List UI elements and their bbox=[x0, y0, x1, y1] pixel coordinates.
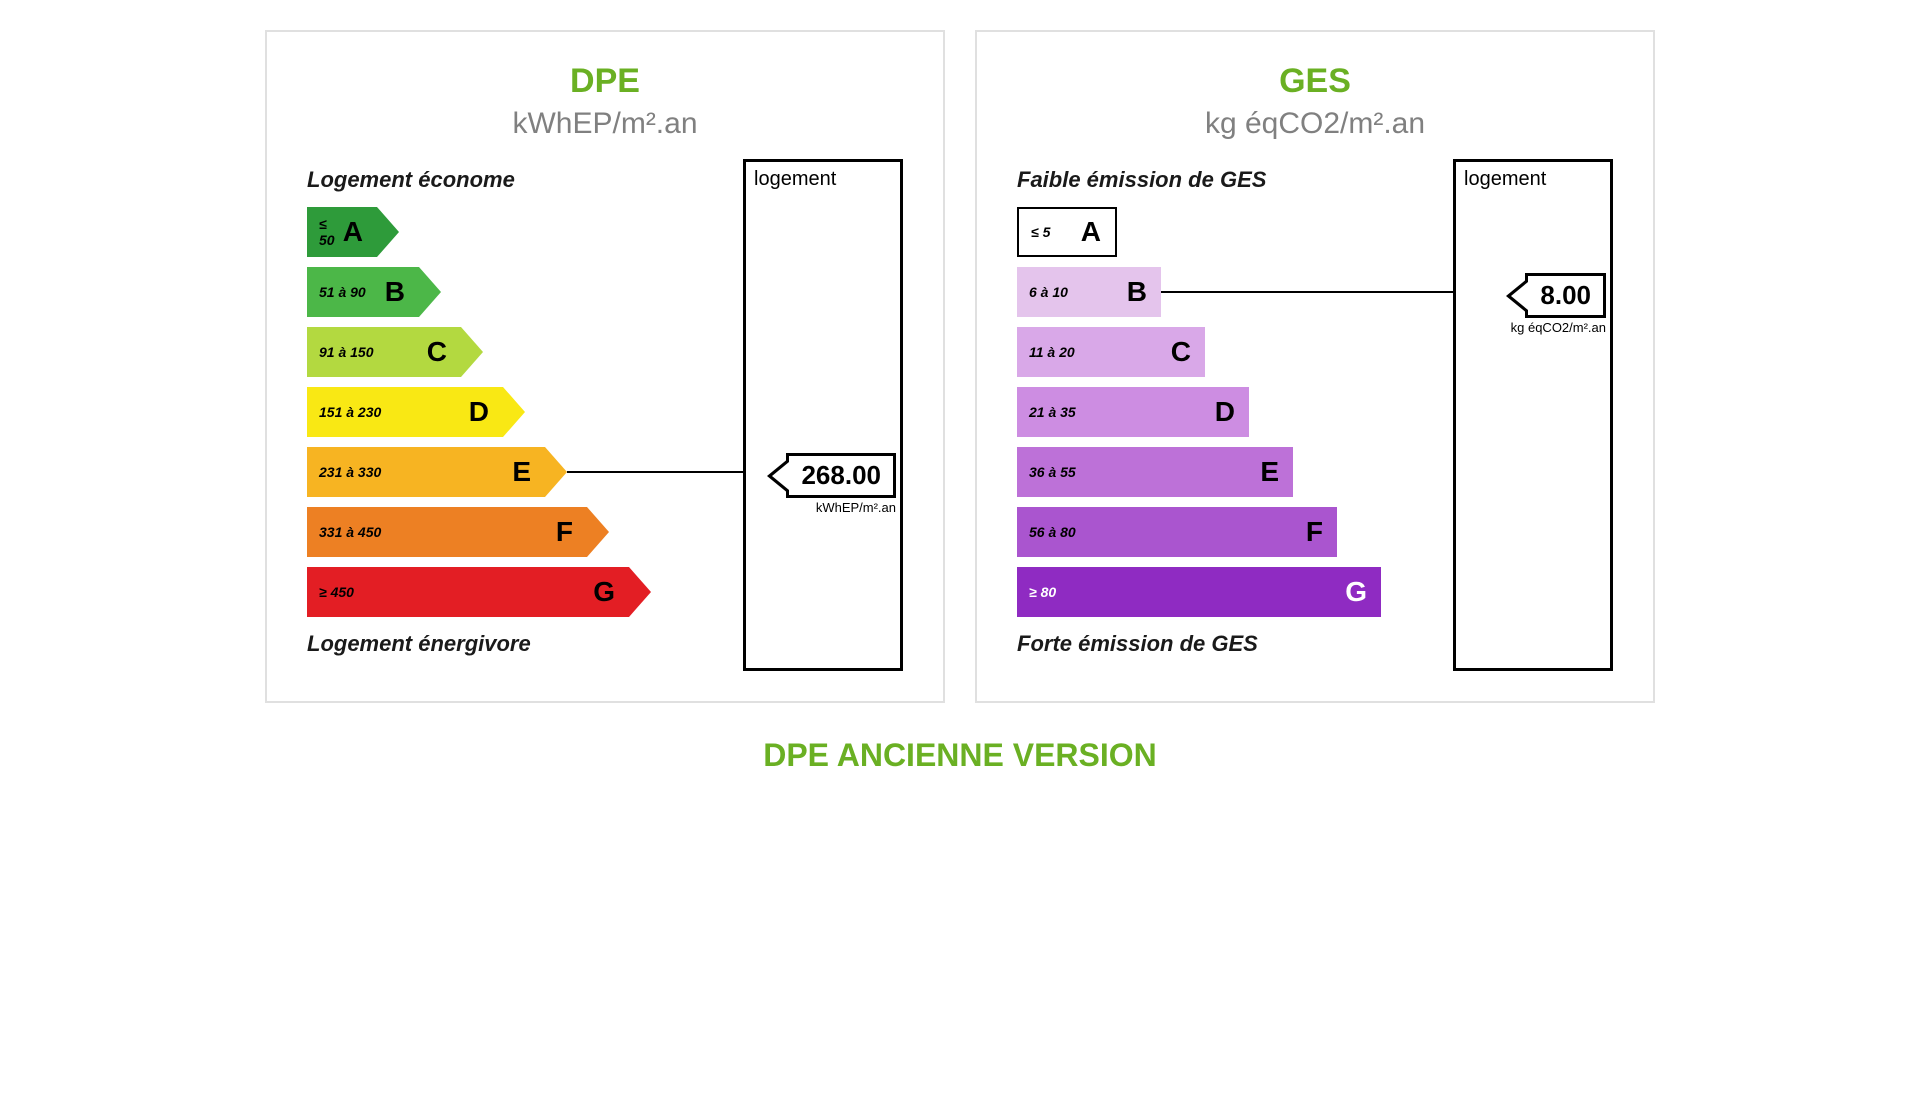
bar-letter: D bbox=[1215, 396, 1249, 428]
bar-letter: A bbox=[343, 216, 377, 248]
energy-bar-G: ≥ 80 G bbox=[1017, 567, 1381, 617]
ges-connector-line bbox=[1161, 291, 1453, 293]
bar-range: 56 à 80 bbox=[1029, 524, 1076, 540]
bar-letter: C bbox=[427, 336, 461, 368]
dpe-value: 268.00 bbox=[786, 453, 896, 498]
ges-left-col: Faible émission de GES ≤ 5 A 6 à 10 B 11 à 2… bbox=[1017, 159, 1439, 671]
energy-bar-row: 331 à 450 F bbox=[307, 507, 729, 557]
bar-range: 36 à 55 bbox=[1029, 464, 1076, 480]
energy-bar-D: 151 à 230 D bbox=[307, 387, 503, 437]
dpe-top-caption: Logement économe bbox=[307, 167, 729, 193]
energy-bar-row: 151 à 230 D bbox=[307, 387, 729, 437]
dpe-bottom-caption: Logement énergivore bbox=[307, 631, 729, 657]
ges-title: GES bbox=[1017, 62, 1613, 101]
energy-bar-F: 331 à 450 F bbox=[307, 507, 587, 557]
bar-range: 331 à 450 bbox=[319, 524, 381, 540]
energy-bar-B: 6 à 10 B bbox=[1017, 267, 1161, 317]
bar-range: 51 à 90 bbox=[319, 284, 366, 300]
panels-container: DPE kWhEP/m².an Logement économe ≤ 50A51… bbox=[30, 30, 1890, 703]
energy-bar-row: 56 à 80 F bbox=[1017, 507, 1439, 557]
energy-bar-C: 91 à 150 C bbox=[307, 327, 461, 377]
bar-range: ≤ 5 bbox=[1031, 224, 1050, 240]
ges-bottom-caption: Forte émission de GES bbox=[1017, 631, 1439, 657]
energy-bar-F: 56 à 80 F bbox=[1017, 507, 1337, 557]
dpe-connector-line bbox=[567, 471, 743, 473]
ges-value-unit: kg éqCO2/m².an bbox=[1511, 320, 1606, 335]
ges-value: 8.00 bbox=[1525, 273, 1606, 318]
energy-bar-row: ≤ 5 A bbox=[1017, 207, 1439, 257]
bar-letter: B bbox=[1127, 276, 1161, 308]
bar-range: 21 à 35 bbox=[1029, 404, 1076, 420]
dpe-bars: ≤ 50A 51 à 90 B 91 à 150 C 151 à 230 D 231 à 33… bbox=[307, 207, 729, 617]
bar-letter: F bbox=[556, 516, 587, 548]
energy-bar-E: 231 à 330 E bbox=[307, 447, 545, 497]
bar-range: 6 à 10 bbox=[1029, 284, 1068, 300]
bar-letter: G bbox=[1345, 576, 1381, 608]
energy-bar-row: 36 à 55 E bbox=[1017, 447, 1439, 497]
footer-text: DPE ANCIENNE VERSION bbox=[30, 737, 1890, 774]
bar-range: ≥ 80 bbox=[1029, 584, 1056, 600]
ges-panel: GES kg éqCO2/m².an Faible émission de GE… bbox=[975, 30, 1655, 703]
bar-range: 91 à 150 bbox=[319, 344, 374, 360]
energy-bar-D: 21 à 35 D bbox=[1017, 387, 1249, 437]
bar-letter: F bbox=[1306, 516, 1337, 548]
bar-letter: E bbox=[1260, 456, 1293, 488]
energy-bar-row: 91 à 150 C bbox=[307, 327, 729, 377]
ges-logement-box: logement 8.00 kg éqCO2/m².an bbox=[1453, 159, 1613, 671]
energy-bar-row: ≤ 50A bbox=[307, 207, 729, 257]
dpe-left-col: Logement économe ≤ 50A 51 à 90 B 91 à 150 C 1… bbox=[307, 159, 729, 671]
bar-range: 231 à 330 bbox=[319, 464, 381, 480]
bar-letter: G bbox=[593, 576, 629, 608]
energy-bar-A: ≤ 50A bbox=[307, 207, 377, 257]
dpe-value-unit: kWhEP/m².an bbox=[816, 500, 896, 515]
ges-subtitle: kg éqCO2/m².an bbox=[1017, 107, 1613, 141]
ges-top-caption: Faible émission de GES bbox=[1017, 167, 1439, 193]
energy-bar-E: 36 à 55 E bbox=[1017, 447, 1293, 497]
ges-logement-title: logement bbox=[1456, 162, 1610, 197]
bar-letter: B bbox=[385, 276, 419, 308]
dpe-indicator: 268.00 kWhEP/m².an bbox=[786, 453, 896, 515]
energy-bar-row: 11 à 20 C bbox=[1017, 327, 1439, 377]
bar-range: 151 à 230 bbox=[319, 404, 381, 420]
energy-bar-row: 21 à 35 D bbox=[1017, 387, 1439, 437]
energy-bar-C: 11 à 20 C bbox=[1017, 327, 1205, 377]
ges-bars: ≤ 5 A 6 à 10 B 11 à 20 C 21 à 35 D 36 à 55 E 56 à … bbox=[1017, 207, 1439, 617]
dpe-title: DPE bbox=[307, 62, 903, 101]
energy-bar-B: 51 à 90 B bbox=[307, 267, 419, 317]
bar-letter: E bbox=[512, 456, 545, 488]
bar-letter: D bbox=[469, 396, 503, 428]
dpe-logement-box: logement 268.00 kWhEP/m².an bbox=[743, 159, 903, 671]
dpe-panel: DPE kWhEP/m².an Logement économe ≤ 50A 51… bbox=[265, 30, 945, 703]
ges-indicator: 8.00 kg éqCO2/m².an bbox=[1511, 273, 1606, 335]
bar-letter: A bbox=[1081, 216, 1115, 248]
bar-range: ≥ 450 bbox=[319, 584, 354, 600]
dpe-subtitle: kWhEP/m².an bbox=[307, 107, 903, 141]
energy-bar-row: ≥ 450 G bbox=[307, 567, 729, 617]
bar-range: 11 à 20 bbox=[1029, 344, 1075, 360]
energy-bar-row: 51 à 90 B bbox=[307, 267, 729, 317]
bar-letter: C bbox=[1171, 336, 1205, 368]
bar-range: ≤ 50 bbox=[319, 216, 343, 248]
energy-bar-A: ≤ 5 A bbox=[1017, 207, 1117, 257]
energy-bar-row: ≥ 80 G bbox=[1017, 567, 1439, 617]
dpe-logement-title: logement bbox=[746, 162, 900, 197]
energy-bar-G: ≥ 450 G bbox=[307, 567, 629, 617]
